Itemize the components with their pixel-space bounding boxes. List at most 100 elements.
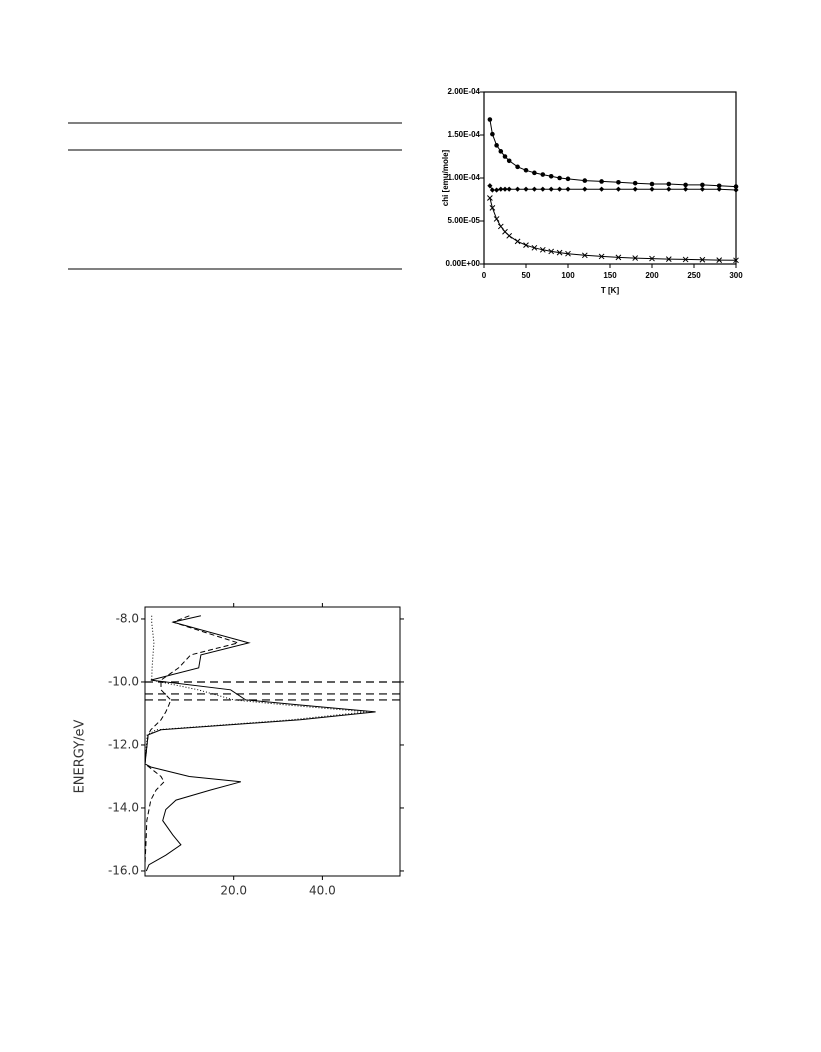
marker bbox=[599, 186, 605, 192]
marker bbox=[557, 186, 563, 192]
marker bbox=[506, 232, 513, 239]
marker bbox=[494, 143, 499, 148]
x-axis-label: T [K] bbox=[601, 286, 620, 295]
y-tick-label: 1.00E-04 bbox=[448, 173, 481, 182]
x-tick-label: 40.0 bbox=[309, 884, 336, 898]
marker bbox=[666, 186, 672, 192]
y-tick-label: -8.0 bbox=[116, 611, 139, 625]
marker bbox=[557, 175, 562, 181]
marker bbox=[665, 256, 672, 262]
marker bbox=[540, 186, 546, 192]
series-line bbox=[489, 197, 737, 261]
marker bbox=[523, 167, 529, 173]
x-tick-label: 250 bbox=[687, 271, 701, 280]
y-axis-label: chi [emu/mole] bbox=[441, 149, 450, 206]
marker bbox=[515, 186, 521, 192]
marker bbox=[548, 248, 555, 255]
y-axis-label: ENERGY/eV bbox=[73, 719, 88, 793]
marker bbox=[582, 178, 588, 183]
y-tick-label: 0.00E+00 bbox=[446, 259, 481, 268]
x-tick-label: 300 bbox=[729, 271, 743, 280]
marker bbox=[716, 183, 722, 189]
marker bbox=[733, 187, 739, 193]
marker bbox=[716, 186, 722, 192]
marker bbox=[498, 186, 504, 192]
series-line bbox=[489, 119, 737, 188]
marker bbox=[487, 195, 493, 201]
marker bbox=[493, 216, 500, 222]
chi-chart: 0.00E+00 5.00E-05 1.00E-04 1.50E-04 2.00E-04… bbox=[441, 87, 743, 295]
marker bbox=[487, 183, 493, 189]
x-tick-label: 50 bbox=[522, 271, 531, 280]
marker bbox=[514, 238, 521, 245]
marker bbox=[632, 180, 638, 186]
marker bbox=[666, 181, 672, 187]
y-tick-label: 5.00E-05 bbox=[448, 216, 481, 225]
marker bbox=[700, 182, 705, 188]
marker bbox=[523, 242, 529, 249]
x-tick-label: 100 bbox=[561, 271, 575, 280]
series-line bbox=[144, 615, 367, 871]
marker bbox=[581, 252, 588, 259]
marker bbox=[515, 164, 520, 170]
plot-frame bbox=[483, 91, 737, 265]
marker bbox=[632, 186, 638, 192]
marker bbox=[490, 131, 495, 137]
marker bbox=[649, 255, 655, 262]
marker bbox=[532, 170, 537, 176]
marker bbox=[682, 256, 689, 263]
marker bbox=[582, 186, 588, 192]
y-tick-label: 2.00E-04 bbox=[448, 87, 481, 96]
marker bbox=[632, 255, 639, 261]
marker bbox=[556, 249, 563, 256]
x-tick-label: 20.0 bbox=[220, 884, 247, 898]
marker bbox=[733, 184, 739, 189]
marker bbox=[540, 172, 546, 177]
y-tick-label: -16.0 bbox=[108, 863, 139, 877]
y-tick-label: -12.0 bbox=[108, 737, 139, 751]
marker bbox=[487, 117, 493, 122]
marker bbox=[523, 186, 529, 192]
marker bbox=[598, 253, 605, 260]
marker bbox=[649, 181, 655, 187]
x-tick-label: 150 bbox=[603, 271, 617, 280]
marker bbox=[531, 244, 538, 251]
series-line bbox=[144, 615, 376, 872]
marker bbox=[683, 186, 689, 192]
y-tick-label: 1.50E-04 bbox=[448, 130, 481, 139]
x-tick-label: 0 bbox=[482, 271, 487, 280]
marker bbox=[502, 186, 508, 192]
marker bbox=[565, 250, 571, 257]
marker bbox=[506, 158, 512, 164]
marker bbox=[494, 187, 500, 193]
marker bbox=[733, 257, 739, 264]
marker bbox=[615, 254, 622, 261]
marker bbox=[539, 246, 546, 253]
marker bbox=[615, 186, 621, 192]
marker bbox=[565, 176, 571, 182]
marker bbox=[502, 154, 508, 159]
x-tick-label: 200 bbox=[645, 271, 659, 280]
marker bbox=[548, 173, 554, 179]
marker bbox=[498, 149, 504, 154]
marker bbox=[489, 187, 495, 193]
marker bbox=[599, 179, 604, 184]
marker bbox=[699, 186, 705, 192]
marker bbox=[497, 223, 504, 230]
marker bbox=[616, 180, 621, 185]
marker bbox=[716, 257, 723, 263]
dos-chart: -8.0 -10.0 -12.0 -14.0 -16.0 20.0 40.0 ENERGY/e… bbox=[73, 603, 404, 898]
y-tick-label: -10.0 bbox=[108, 674, 139, 688]
marker bbox=[565, 186, 571, 192]
marker bbox=[699, 256, 706, 263]
marker bbox=[506, 186, 512, 192]
marker bbox=[489, 204, 496, 211]
marker bbox=[548, 186, 554, 192]
series-line bbox=[144, 615, 240, 871]
marker bbox=[683, 182, 688, 188]
plot-frame bbox=[144, 606, 401, 877]
marker bbox=[649, 186, 655, 192]
y-tick-label: -14.0 bbox=[108, 800, 139, 814]
marker bbox=[531, 186, 537, 192]
